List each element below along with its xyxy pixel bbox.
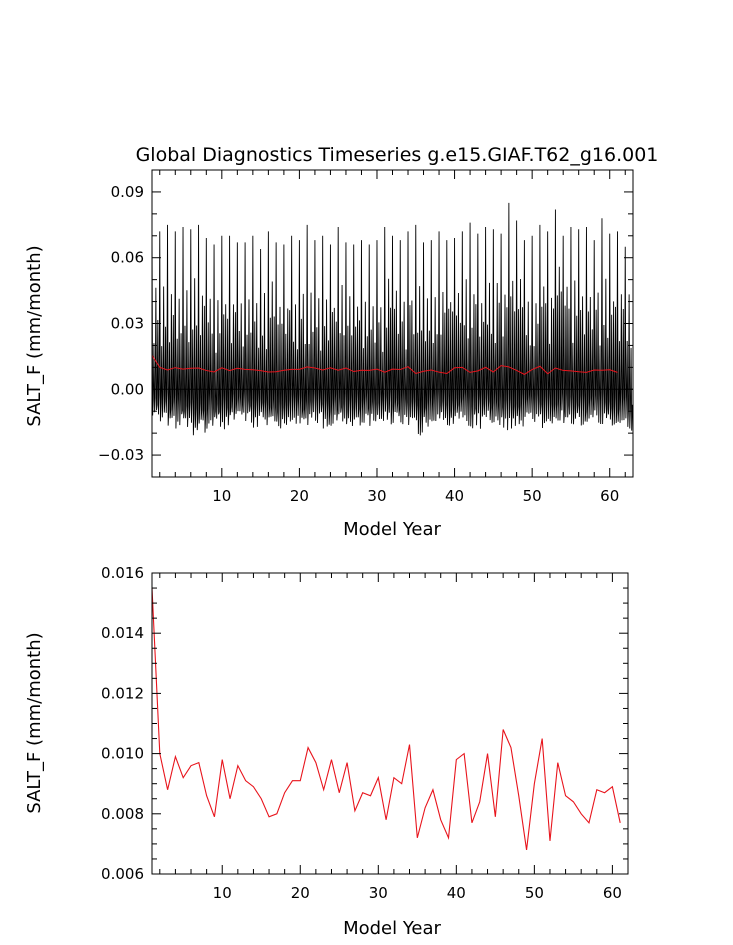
top-y-tick-label: 0.03 xyxy=(111,315,144,333)
bottom-x-tick-label: 20 xyxy=(291,884,310,902)
bottom-x-tick-label: 60 xyxy=(603,884,622,902)
bottom-y-tick-label: 0.012 xyxy=(101,684,144,702)
bottom-x-tick-label: 50 xyxy=(525,884,544,902)
top-y-tick-label: 0.00 xyxy=(111,380,144,398)
top-y-tick-label: 0.09 xyxy=(111,183,144,201)
bottom-series-group xyxy=(151,588,621,850)
top-panel: Global Diagnostics Timeseries g.e15.GIAF… xyxy=(24,144,658,540)
top-x-axis-label: Model Year xyxy=(343,519,441,540)
bottom-y-tick-label: 0.014 xyxy=(101,624,144,642)
bottom-y-tick-label: 0.006 xyxy=(101,865,144,883)
bottom-y-axis-label: SALT_F (mm/month) xyxy=(24,632,45,813)
top-plot-frame xyxy=(151,169,634,478)
top-y-tick-label: −0.03 xyxy=(98,446,144,464)
bottom-y-tick-label: 0.010 xyxy=(101,745,144,763)
top-chart-title: Global Diagnostics Timeseries g.e15.GIAF… xyxy=(136,144,659,166)
bottom-x-tick-label: 40 xyxy=(447,884,466,902)
top-x-tick-label: 10 xyxy=(212,487,231,505)
top-ticks-group: 10 20 30 40 50 60 −0.03 0.00 0.03 0.06 0.09 xyxy=(98,169,633,505)
bottom-x-axis-label: Model Year xyxy=(343,918,441,939)
bottom-ticks-group: 10 20 30 40 50 60 0.006 0.008 0.010 0.012 0.014 0.0… xyxy=(101,564,629,902)
bottom-y-tick-label: 0.008 xyxy=(101,805,144,823)
top-y-tick-label: 0.06 xyxy=(111,249,144,267)
top-series-group xyxy=(151,202,633,436)
top-x-tick-label: 30 xyxy=(367,487,386,505)
bottom-panel: 10 20 30 40 50 60 0.006 0.008 0.010 0.012 0.014 0.0… xyxy=(24,564,629,939)
top-x-tick-label: 50 xyxy=(523,487,542,505)
top-y-axis-label: SALT_F (mm/month) xyxy=(24,245,45,426)
top-x-tick-label: 60 xyxy=(600,487,619,505)
top-x-tick-label: 40 xyxy=(445,487,464,505)
top-x-tick-label: 20 xyxy=(290,487,309,505)
bottom-plot-frame xyxy=(151,572,629,875)
bottom-x-tick-label: 10 xyxy=(213,884,232,902)
bottom-annual-mean-line xyxy=(151,588,621,850)
top-annual-mean-line xyxy=(151,355,618,375)
top-monthly-series-line xyxy=(151,202,633,436)
bottom-x-tick-label: 30 xyxy=(369,884,388,902)
bottom-y-tick-label: 0.016 xyxy=(101,564,144,582)
